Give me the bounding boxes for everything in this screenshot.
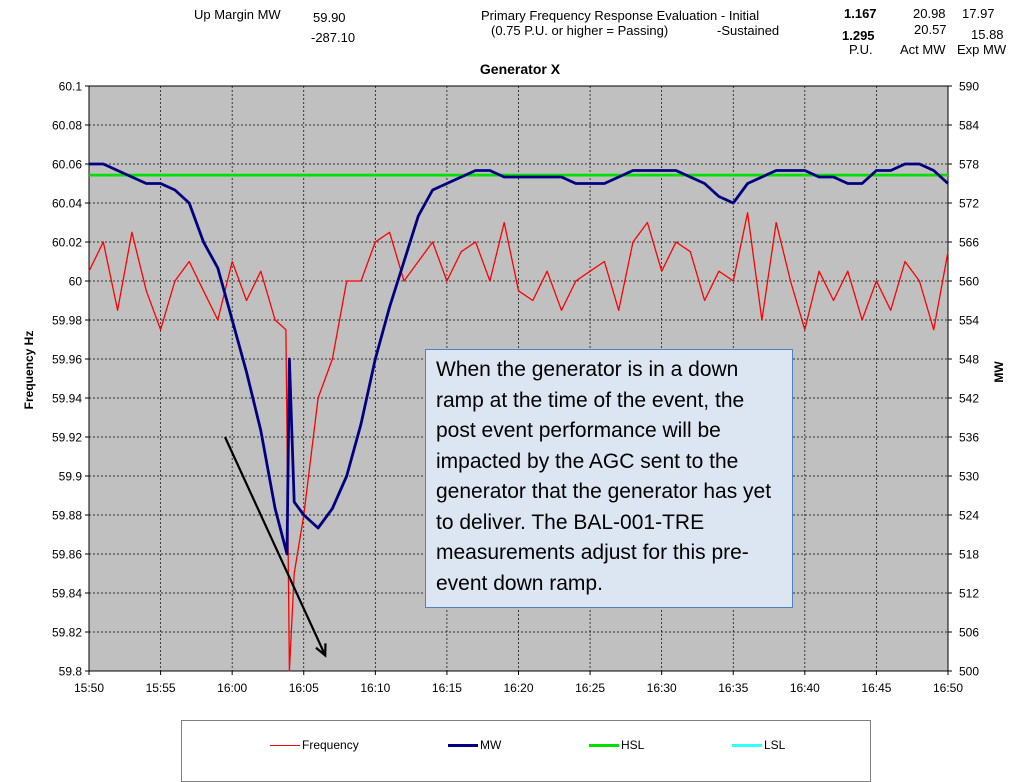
y2-tick-label: 518: [959, 548, 979, 562]
y-tick-label: 59.94: [52, 392, 82, 406]
legend-swatch-lsl: [732, 744, 762, 747]
y2-tick-label: 506: [959, 626, 979, 640]
x-tick-label: 16:50: [933, 681, 963, 695]
y-axis-ticks: 59.8 59.82 59.84 59.86 59.88 59.9 59.92 59.94 59…: [52, 80, 89, 679]
x-tick-label: 16:10: [360, 681, 390, 695]
legend-label-lsl: LSL: [764, 738, 785, 752]
y2-tick-label: 560: [959, 275, 979, 289]
y2-tick-label: 530: [959, 470, 979, 484]
callout-text: When the generator is in a down ramp at …: [436, 358, 771, 595]
y-tick-label: 59.88: [52, 509, 82, 523]
y2-tick-label: 500: [959, 665, 979, 679]
legend-label-hsl: HSL: [621, 738, 644, 752]
y2-tick-label: 524: [959, 509, 979, 523]
legend-item-hsl: HSL: [589, 738, 644, 752]
y2-tick-label: 536: [959, 431, 979, 445]
legend-item-mw: MW: [448, 738, 501, 752]
x-tick-label: 16:15: [432, 681, 462, 695]
y-tick-label: 59.98: [52, 314, 82, 328]
legend-swatch-frequency: [270, 745, 300, 746]
legend-swatch-mw: [448, 744, 478, 747]
y2-tick-label: 584: [959, 119, 979, 133]
y-tick-label: 60.06: [52, 158, 82, 172]
y-tick-label: 60.04: [52, 197, 82, 211]
x-axis-ticks: 15:50 15:55 16:00 16:05 16:10 16:15 16:20 16:25…: [74, 671, 963, 695]
chart-title: Generator X: [480, 61, 561, 77]
y2-tick-label: 554: [959, 314, 979, 328]
y-tick-label: 60.08: [52, 119, 82, 133]
x-tick-label: 16:05: [289, 681, 319, 695]
y-tick-label: 59.82: [52, 626, 82, 640]
y-tick-label: 60.02: [52, 236, 82, 250]
x-tick-label: 16:00: [217, 681, 247, 695]
y-tick-label: 59.8: [59, 665, 83, 679]
legend-item-frequency: Frequency: [270, 738, 359, 752]
y-tick-label: 59.86: [52, 548, 82, 562]
y-tick-label: 59.96: [52, 353, 82, 367]
y2-tick-label: 578: [959, 158, 979, 172]
x-tick-label: 15:50: [74, 681, 104, 695]
x-tick-label: 16:20: [503, 681, 533, 695]
y2-tick-label: 542: [959, 392, 979, 406]
y2-tick-label: 566: [959, 236, 979, 250]
x-tick-label: 16:40: [790, 681, 820, 695]
y-tick-label: 59.9: [59, 470, 83, 484]
x-tick-label: 16:45: [861, 681, 891, 695]
legend: Frequency MW HSL LSL: [181, 720, 871, 782]
legend-label-frequency: Frequency: [302, 738, 359, 752]
legend-label-mw: MW: [480, 738, 501, 752]
y2-axis-label: MW: [992, 361, 1006, 383]
y-axis-label: Frequency Hz: [22, 331, 36, 410]
y2-tick-label: 572: [959, 197, 979, 211]
y2-tick-label: 512: [959, 587, 979, 601]
y-tick-label: 60.1: [59, 80, 83, 94]
x-tick-label: 16:25: [575, 681, 605, 695]
y-tick-label: 59.84: [52, 587, 82, 601]
legend-item-lsl: LSL: [732, 738, 785, 752]
y2-axis-ticks: 500 506 512 518 524 530 536 542 548 554 560 566 572 5…: [948, 80, 979, 679]
x-tick-label: 16:30: [647, 681, 677, 695]
legend-swatch-hsl: [589, 744, 619, 747]
x-tick-label: 16:35: [718, 681, 748, 695]
x-tick-label: 15:55: [146, 681, 176, 695]
y-tick-label: 59.92: [52, 431, 82, 445]
y2-tick-label: 548: [959, 353, 979, 367]
callout-box: When the generator is in a down ramp at …: [425, 349, 793, 608]
y-tick-label: 60: [69, 275, 83, 289]
y2-tick-label: 590: [959, 80, 979, 94]
